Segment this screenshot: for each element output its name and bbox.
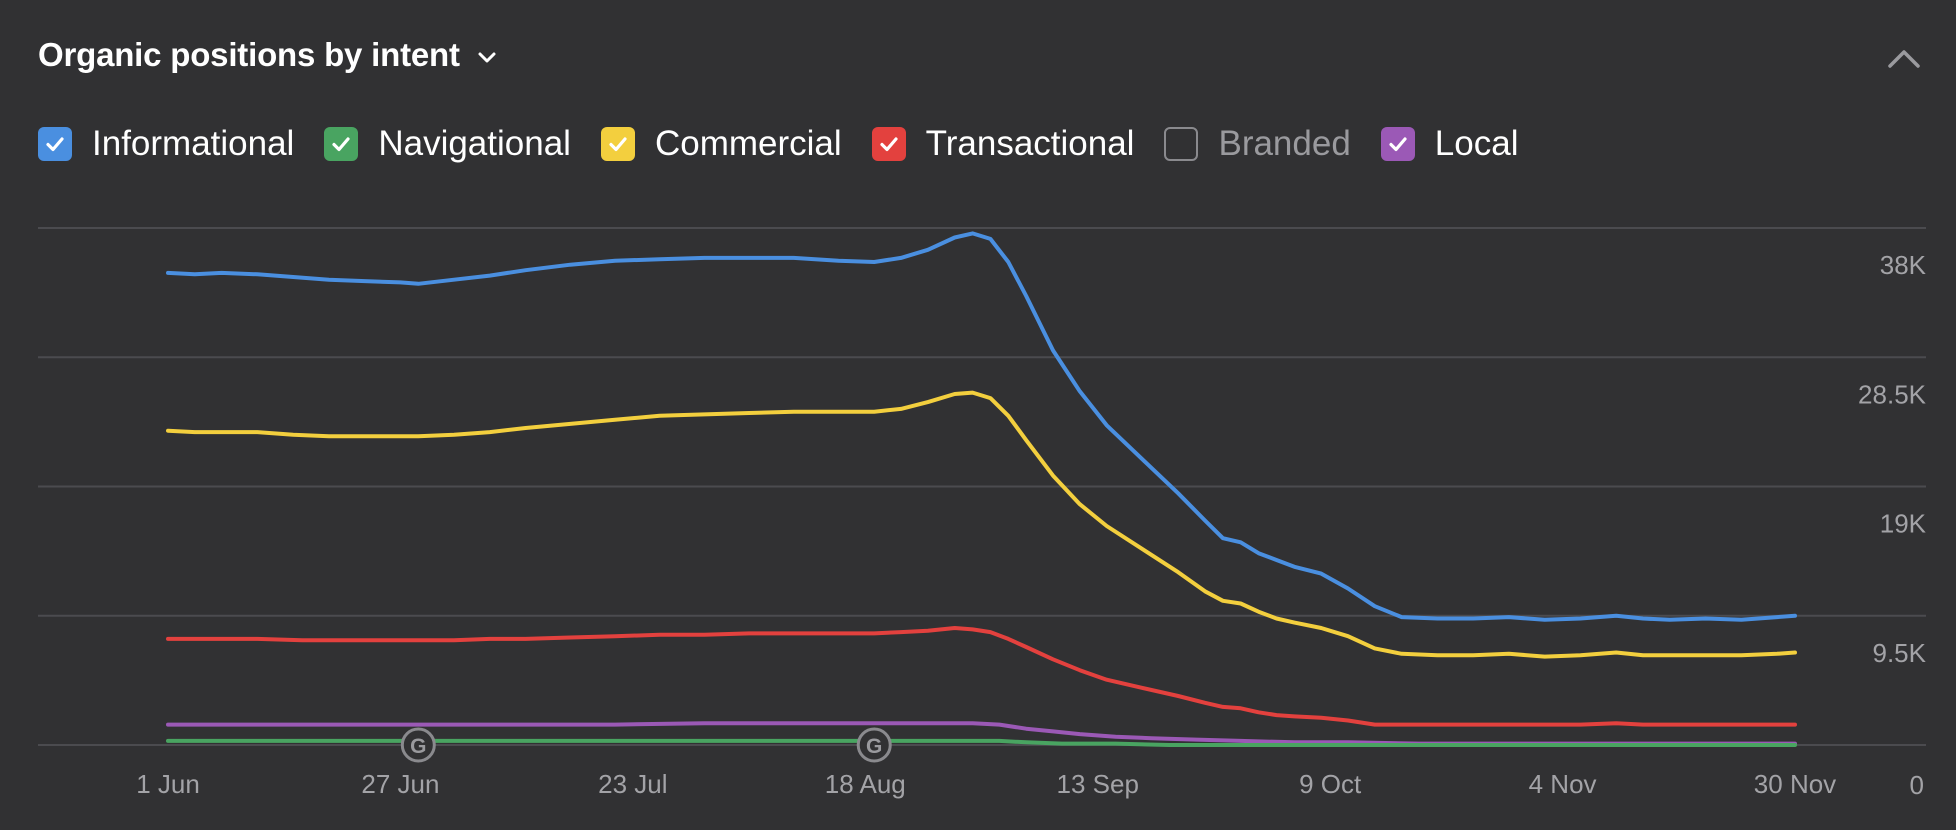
chevron-down-icon[interactable] <box>476 46 498 68</box>
checkbox[interactable] <box>1380 127 1415 161</box>
check-icon <box>332 137 350 152</box>
x-tick-label: 4 Nov <box>1529 769 1597 799</box>
x-tick-label: 9 Oct <box>1299 769 1362 799</box>
y-tick-label: 28.5K <box>1858 379 1927 409</box>
y-tick-label: 0 <box>1910 770 1924 800</box>
x-tick-label: 1 Jun <box>136 769 200 799</box>
checkbox[interactable] <box>38 127 72 161</box>
check-icon <box>609 137 627 152</box>
marker-circle <box>856 727 892 763</box>
check-icon <box>880 137 898 152</box>
legend-label: Transactional <box>925 124 1135 163</box>
legend-label: Commercial <box>654 124 842 163</box>
marker-label: G <box>410 735 426 758</box>
y-tick-label: 38K <box>1880 250 1927 280</box>
check-icon <box>1389 137 1407 152</box>
x-tick-label: 18 Aug <box>825 769 906 799</box>
x-tick-label: 27 Jun <box>361 769 439 799</box>
series-line-commercial <box>166 390 1797 659</box>
legend-item-transactional[interactable]: Transactional <box>871 124 1135 164</box>
series-lines <box>166 231 1797 747</box>
widget-header: Organic positions by intent <box>38 36 498 74</box>
chevron-up-icon[interactable] <box>1884 44 1924 74</box>
check-icon <box>46 137 64 152</box>
legend-label: Branded <box>1218 124 1351 163</box>
x-axis: 1 Jun 27 Jun 23 Jul 18 Aug 13 Sep 9 Oct 4 Nov 3… <box>136 769 1836 799</box>
checkbox[interactable] <box>600 127 635 161</box>
legend: Informational Navigational Commercial Tr… <box>38 124 1548 164</box>
legend-item-navigational[interactable]: Navigational <box>324 124 571 164</box>
checkbox[interactable] <box>324 127 359 161</box>
y-tick-label: 9.5K <box>1873 638 1927 668</box>
google-update-marker[interactable]: G <box>856 727 892 763</box>
grid <box>38 227 1926 746</box>
series-line-transactional <box>166 626 1797 727</box>
series-line-navigational <box>166 738 1797 747</box>
legend-item-informational[interactable]: Informational <box>38 124 294 164</box>
marker-label: G <box>866 735 882 758</box>
legend-item-commercial[interactable]: Commercial <box>600 124 842 164</box>
legend-item-local[interactable]: Local <box>1380 124 1519 164</box>
x-tick-label: 30 Nov <box>1754 769 1836 799</box>
widget-title: Organic positions by intent <box>38 36 460 73</box>
marker-circle <box>400 727 436 763</box>
legend-label: Informational <box>92 124 295 163</box>
series-line-informational <box>166 231 1797 622</box>
legend-label: Local <box>1434 124 1519 163</box>
legend-label: Navigational <box>378 124 571 163</box>
x-tick-label: 23 Jul <box>598 769 667 799</box>
checkbox[interactable] <box>871 127 906 161</box>
y-tick-label: 19K <box>1880 509 1927 539</box>
google-update-marker[interactable]: G <box>400 727 436 763</box>
checkbox[interactable] <box>1164 127 1199 161</box>
x-tick-label: 13 Sep <box>1057 769 1139 799</box>
y-axis: 38K 28.5K 19K 9.5K 0 <box>1858 250 1927 800</box>
legend-item-branded[interactable]: Branded <box>1164 124 1351 164</box>
